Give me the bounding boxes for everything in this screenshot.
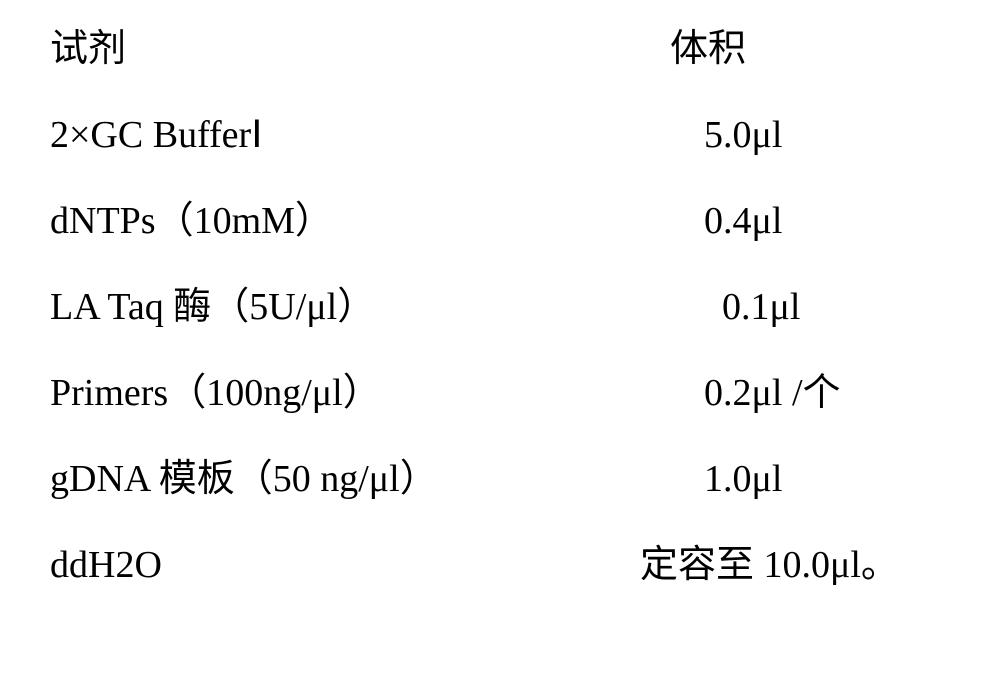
volume-cell: 0.1μl bbox=[640, 288, 950, 326]
volume-value: 5.0μl bbox=[704, 114, 782, 156]
reagent-cell: ddH2O bbox=[50, 546, 640, 584]
reagent-extra: （100ng/μl） bbox=[168, 372, 381, 414]
volume-value: 0.4μl bbox=[704, 200, 782, 242]
reagent-cell: Primers（100ng/μl） bbox=[50, 374, 640, 412]
reagent-cell: LA Taq 酶（5U/μl） bbox=[50, 288, 640, 326]
reagent-main: Primers bbox=[50, 372, 168, 414]
pcr-reagent-table: 试剂 体积 2×GC BufferⅠ 5.0μl dNTPs（10mM） 0.4… bbox=[0, 0, 1000, 674]
volume-value: 0.1μl bbox=[722, 286, 800, 328]
reagent-extra: Ⅰ bbox=[251, 114, 262, 156]
volume-cell: 定容至 10.0μl。 bbox=[640, 546, 950, 584]
table-row: LA Taq 酶（5U/μl） 0.1μl bbox=[50, 288, 950, 326]
volume-cell: 0.2μl /个 bbox=[640, 374, 950, 412]
reagent-main: LA Taq bbox=[50, 286, 173, 328]
volume-value: 0.2μl bbox=[704, 372, 792, 414]
table-row: 2×GC BufferⅠ 5.0μl bbox=[50, 116, 950, 154]
table-row: gDNA 模板（50 ng/μl） 1.0μl bbox=[50, 460, 950, 498]
header-reagent: 试剂 bbox=[50, 30, 640, 68]
table-row: ddH2O 定容至 10.0μl。 bbox=[50, 546, 950, 584]
volume-value: 1.0μl bbox=[704, 458, 782, 500]
table-row: Primers（100ng/μl） 0.2μl /个 bbox=[50, 374, 950, 412]
reagent-extra: 酶（5U/μl） bbox=[173, 286, 375, 328]
table-row: dNTPs（10mM） 0.4μl bbox=[50, 202, 950, 240]
volume-cell: 5.0μl bbox=[640, 116, 950, 154]
reagent-main: ddH2O bbox=[50, 544, 162, 586]
volume-extra: 定容至 10.0μl。 bbox=[640, 544, 899, 586]
header-volume: 体积 bbox=[640, 30, 950, 68]
volume-extra: /个 bbox=[792, 372, 841, 414]
volume-cell: 1.0μl bbox=[640, 460, 950, 498]
reagent-main: 2×GC Buffer bbox=[50, 114, 251, 156]
reagent-cell: gDNA 模板（50 ng/μl） bbox=[50, 460, 640, 498]
reagent-main: dNTPs bbox=[50, 200, 156, 242]
table-header-row: 试剂 体积 bbox=[50, 30, 950, 68]
reagent-cell: 2×GC BufferⅠ bbox=[50, 116, 640, 154]
reagent-cell: dNTPs（10mM） bbox=[50, 202, 640, 240]
reagent-extra: 模板（50 ng/μl） bbox=[159, 458, 438, 500]
reagent-main: gDNA bbox=[50, 458, 159, 500]
reagent-extra: （10mM） bbox=[156, 200, 333, 242]
volume-cell: 0.4μl bbox=[640, 202, 950, 240]
